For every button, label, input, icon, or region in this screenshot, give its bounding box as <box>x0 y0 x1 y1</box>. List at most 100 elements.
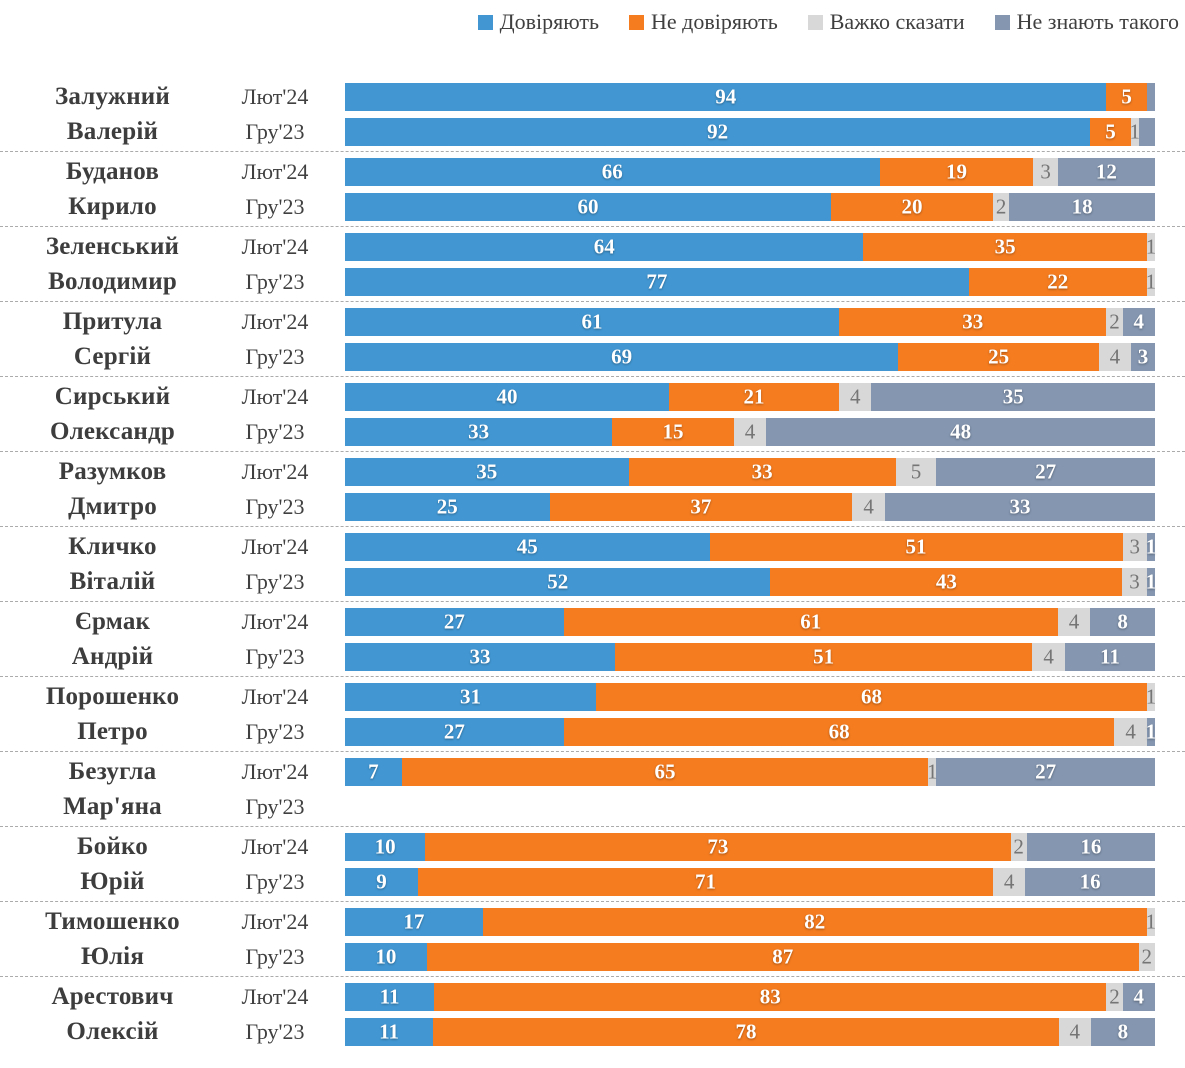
bar-segment-trust: 52 <box>345 567 771 596</box>
legend: Довіряють Не довіряють Важко сказати Не зна… <box>0 0 1185 35</box>
bar-row: Бойко Лют'24 10 73 2 16 <box>0 829 1185 864</box>
bar-value-label: 92 <box>707 119 729 143</box>
stacked-bar: 33 51 4 11 <box>345 642 1155 671</box>
bar-segment-dont-know: 27 <box>936 757 1155 786</box>
bar-value-label: 1 <box>1145 719 1157 743</box>
bar-value-label: 3 <box>1137 344 1149 368</box>
person-group-5: Сирський Лют'24 40 21 4 35 Олександр Гру'23 33 15… <box>0 377 1185 452</box>
bar-segment-dont-know <box>1138 117 1155 146</box>
bar-value-label: 7 <box>368 759 379 783</box>
bar-value-label: 1 <box>1145 569 1157 593</box>
bar-segment-distrust: 5 <box>1090 117 1131 146</box>
bar-segment-distrust: 5 <box>1106 82 1147 111</box>
person-firstname: Петро <box>77 718 148 745</box>
bar-segment-dont-know <box>1146 82 1155 111</box>
person-surname: Сирський <box>54 383 171 410</box>
person-surname: Зеленський <box>45 233 180 260</box>
bar-value-label: 61 <box>800 609 822 633</box>
bar-segment-dont-know: 8 <box>1090 607 1155 636</box>
bar-segment-distrust: 20 <box>831 192 993 221</box>
bar-value-label: 8 <box>1117 609 1128 633</box>
person-surname: Безугла <box>68 758 157 785</box>
bar-value-label: 1 <box>1145 269 1157 293</box>
bar-row: Кирило Гру'23 60 20 2 18 <box>0 189 1185 224</box>
bar-value-label: 8 <box>1117 1019 1129 1043</box>
bar-value-label: 71 <box>694 869 716 893</box>
stacked-bar: 64 35 1 <box>345 232 1157 261</box>
bar-value-label: 9 <box>376 869 387 893</box>
bar-segment-distrust: 61 <box>563 607 1058 636</box>
bar-value-label: 52 <box>547 569 569 593</box>
bar-row: Буданов Лют'24 66 19 3 12 <box>0 154 1185 189</box>
person-surname: Разумков <box>58 458 167 485</box>
stacked-bar: 52 43 3 1 <box>345 567 1157 596</box>
period-label: Лют'24 <box>241 158 309 184</box>
bar-row: Зеленський Лют'24 64 35 1 <box>0 229 1185 264</box>
legend-label-trust: Довіряють <box>499 9 599 34</box>
stacked-bar: 60 20 2 18 <box>345 192 1155 221</box>
period-label: Лют'24 <box>241 233 309 259</box>
bar-value-label: 27 <box>443 719 465 743</box>
bar-segment-dont-know: 1 <box>1146 532 1156 561</box>
person-firstname: Андрій <box>71 643 154 670</box>
stacked-bar: 45 51 3 1 <box>345 532 1156 561</box>
bar-segment-hard-to-say: 1 <box>927 757 937 786</box>
bar-value-label: 68 <box>828 719 850 743</box>
stacked-bar: 17 82 1 <box>345 907 1156 936</box>
period-label: Лют'24 <box>241 533 309 559</box>
bar-value-label: 1 <box>1145 234 1157 258</box>
bar-value-label: 68 <box>860 684 882 708</box>
bar-segment-distrust: 43 <box>770 567 1123 596</box>
bar-value-label: 22 <box>1047 269 1069 293</box>
bar-value-label: 61 <box>581 309 603 333</box>
person-firstname: Олексій <box>66 1018 159 1045</box>
bar-row: Арестович Лют'24 11 83 2 4 <box>0 979 1185 1014</box>
person-group-2: Буданов Лют'24 66 19 3 12 Кирило Гру'23 60 20 2 18 <box>0 152 1185 227</box>
person-group-3: Зеленський Лют'24 64 35 1 Володимир Гру'23 77 22… <box>0 227 1185 302</box>
stacked-bar: 61 33 2 4 <box>345 307 1155 336</box>
bar-value-label: 5 <box>910 459 922 483</box>
bar-value-label: 4 <box>744 419 756 443</box>
person-group-8: Єрмак Лют'24 27 61 4 8 Андрій Гру'23 33 51 4 11 <box>0 602 1185 677</box>
stacked-bar: 10 87 2 <box>345 942 1155 971</box>
person-firstname: Віталій <box>69 568 156 595</box>
period-label: Гру'23 <box>245 418 305 444</box>
period-label: Лют'24 <box>241 908 309 934</box>
bar-value-label: 4 <box>1003 869 1015 893</box>
bar-value-label: 10 <box>374 834 396 858</box>
bar-segment-dont-know: 3 <box>1130 342 1155 371</box>
bar-segment-trust: 27 <box>345 717 564 746</box>
bar-value-label: 11 <box>1100 644 1120 668</box>
bar-segment-hard-to-say: 1 <box>1145 232 1157 261</box>
bar-segment-hard-to-say: 2 <box>1138 942 1155 971</box>
bar-value-label: 1 <box>1129 119 1140 143</box>
stacked-bar: 31 68 1 <box>345 682 1156 711</box>
stacked-bar: 7 65 1 27 <box>345 757 1155 786</box>
period-label: Гру'23 <box>245 193 305 219</box>
period-label: Гру'23 <box>245 793 305 819</box>
bar-value-label: 73 <box>707 834 729 858</box>
bar-value-label: 4 <box>850 384 861 408</box>
legend-item-distrust: Не довіряють <box>628 9 778 35</box>
bar-value-label: 66 <box>601 159 623 183</box>
bar-segment-trust: 92 <box>345 117 1091 146</box>
bar-segment-distrust: 21 <box>669 382 840 411</box>
person-surname: Залужний <box>54 83 171 110</box>
bar-segment-dont-know: 16 <box>1026 832 1155 861</box>
bar-segment-hard-to-say: 4 <box>1032 642 1065 671</box>
bar-value-label: 33 <box>469 644 491 668</box>
person-group-6: Разумков Лют'24 35 33 5 27 Дмитро Гру'23 25 37 4 33 <box>0 452 1185 527</box>
bar-segment-dont-know: 27 <box>936 457 1155 486</box>
bar-segment-trust: 27 <box>345 607 564 636</box>
bar-segment-trust: 66 <box>345 157 880 186</box>
period-label: Гру'23 <box>245 343 305 369</box>
person-surname: Порошенко <box>45 683 180 710</box>
bar-value-label: 51 <box>813 644 835 668</box>
person-surname: Притула <box>62 308 163 335</box>
bar-segment-distrust: 51 <box>614 642 1033 671</box>
bar-value-label: 4 <box>1133 309 1145 333</box>
stacked-bar: 27 61 4 8 <box>345 607 1155 636</box>
bar-row: Порошенко Лют'24 31 68 1 <box>0 679 1185 714</box>
bar-segment-trust: 17 <box>345 907 483 936</box>
bar-row: Олексій Гру'23 11 78 4 8 <box>0 1014 1185 1049</box>
